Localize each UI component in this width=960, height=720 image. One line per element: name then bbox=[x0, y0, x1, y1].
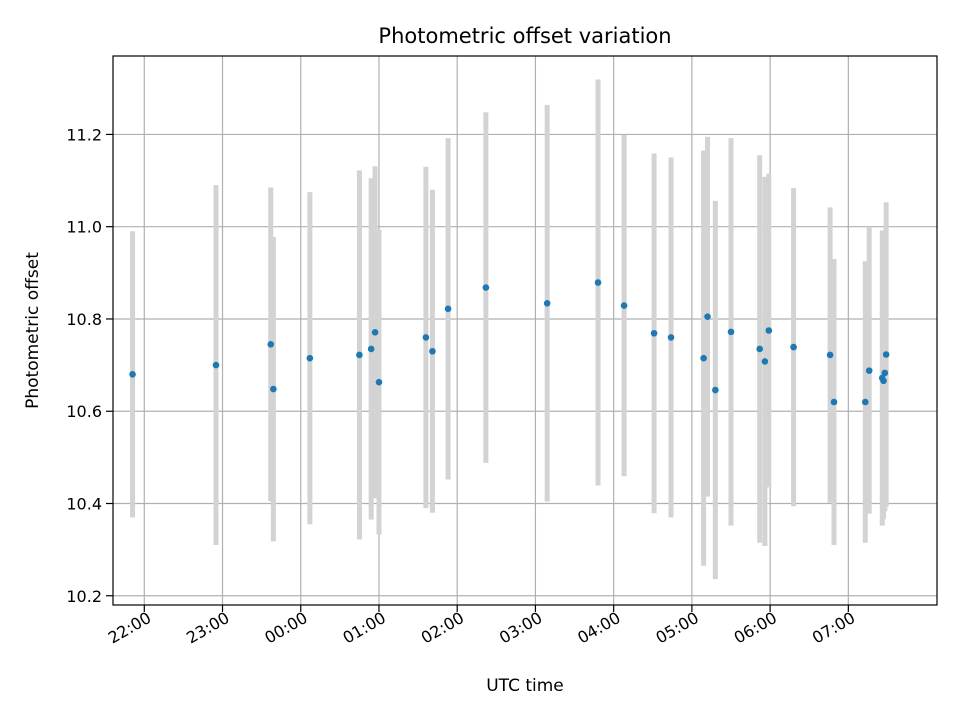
x-axis-label: UTC time bbox=[486, 676, 564, 696]
x-tick-label: 05:00 bbox=[652, 608, 701, 648]
data-point bbox=[667, 334, 675, 341]
y-axis-label: Photometric offset bbox=[23, 252, 43, 409]
data-point bbox=[620, 302, 628, 309]
x-tick-label: 00:00 bbox=[261, 608, 310, 648]
point-layer bbox=[129, 279, 890, 406]
data-point bbox=[704, 313, 711, 320]
x-tick-label: 23:00 bbox=[183, 608, 232, 648]
x-tick-label: 06:00 bbox=[731, 608, 780, 648]
x-tick-label: 03:00 bbox=[496, 608, 545, 648]
data-point bbox=[761, 358, 769, 365]
data-point bbox=[306, 354, 314, 362]
data-point bbox=[830, 398, 838, 406]
data-point bbox=[356, 351, 363, 359]
x-tick-label: 22:00 bbox=[105, 608, 154, 648]
data-point bbox=[482, 284, 490, 291]
data-point bbox=[371, 329, 379, 336]
data-point bbox=[712, 386, 719, 394]
data-point bbox=[444, 305, 452, 313]
data-point bbox=[882, 351, 890, 358]
y-tick-label: 11.0 bbox=[66, 218, 102, 237]
x-tick-label: 02:00 bbox=[418, 608, 467, 648]
data-point bbox=[790, 343, 797, 351]
grid-layer bbox=[113, 56, 937, 605]
data-point bbox=[865, 367, 873, 374]
x-tick-label: 04:00 bbox=[574, 608, 623, 648]
data-point bbox=[422, 334, 430, 341]
data-point bbox=[881, 369, 889, 377]
data-point bbox=[861, 398, 869, 406]
data-point bbox=[594, 279, 602, 286]
data-point bbox=[765, 327, 773, 334]
data-point bbox=[429, 347, 436, 355]
errorbar-layer bbox=[130, 79, 889, 580]
data-point bbox=[267, 341, 275, 348]
data-point bbox=[756, 345, 763, 353]
x-tick-label: 01:00 bbox=[340, 608, 389, 648]
data-point bbox=[727, 328, 735, 336]
data-point bbox=[367, 345, 375, 353]
data-point bbox=[826, 351, 834, 359]
y-tick-label: 10.8 bbox=[66, 310, 102, 329]
y-tick-label: 10.6 bbox=[66, 402, 102, 421]
data-point bbox=[700, 354, 707, 362]
chart-title: Photometric offset variation bbox=[378, 24, 671, 48]
y-tick-label: 10.4 bbox=[66, 495, 102, 514]
y-axis-ticks: 10.2 10.4 10.6 10.8 11.0 11.2 bbox=[66, 125, 113, 606]
data-point bbox=[880, 377, 887, 385]
data-point bbox=[375, 378, 383, 386]
x-tick-label: 07:00 bbox=[809, 608, 858, 648]
data-point bbox=[543, 299, 551, 307]
y-tick-label: 10.2 bbox=[66, 587, 102, 606]
data-point bbox=[270, 385, 277, 393]
y-tick-label: 11.2 bbox=[66, 125, 102, 144]
data-point bbox=[650, 329, 658, 337]
data-point bbox=[129, 371, 136, 378]
data-point bbox=[212, 361, 220, 369]
x-axis-ticks: 22:00 23:00 00:00 01:00 02:00 03:00 04:00 05:00… bbox=[105, 605, 858, 648]
plot-frame bbox=[112, 55, 938, 606]
